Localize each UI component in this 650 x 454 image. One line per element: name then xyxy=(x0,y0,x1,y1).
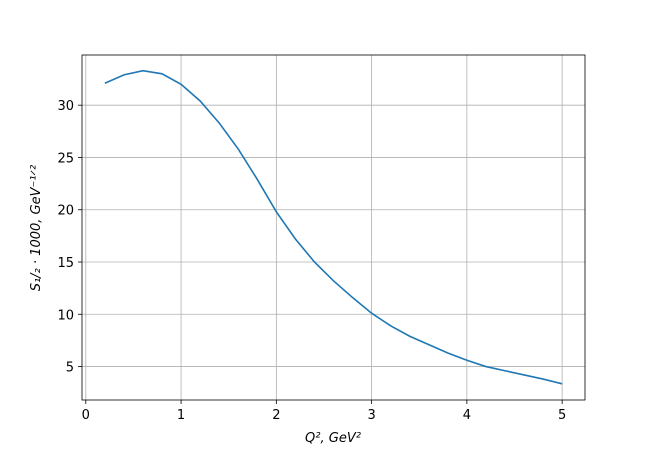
x-tick-label: 5 xyxy=(558,408,566,423)
y-tick-label: 10 xyxy=(57,308,74,323)
x-tick-label: 3 xyxy=(367,408,375,423)
line xyxy=(104,69,563,385)
y-tick-label: 30 xyxy=(57,99,74,114)
x-tick-label: 0 xyxy=(82,408,90,423)
x-tick-label: 4 xyxy=(463,408,471,423)
plot-frame xyxy=(81,54,586,401)
y-tick-label: 5 xyxy=(66,361,74,376)
y-tick-label: 20 xyxy=(57,204,74,219)
y-axis-label: S₁/₂ · 1000, GeV⁻¹ᐟ² xyxy=(29,165,44,292)
y-tick-label: 25 xyxy=(57,151,74,166)
x-tick-label: 2 xyxy=(272,408,280,423)
x-tick-label: 1 xyxy=(177,408,185,423)
y-tick-label: 15 xyxy=(57,256,74,271)
x-axis-label: Q², GeV² xyxy=(305,431,361,446)
